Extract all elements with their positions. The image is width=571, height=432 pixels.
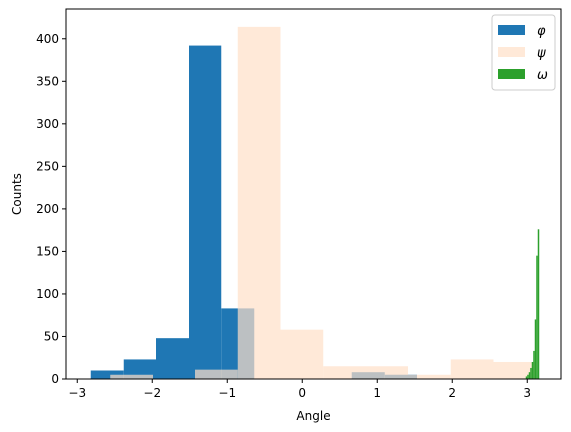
histogram-bar [408,374,451,379]
x-tick-label: −1 [218,386,236,400]
histogram-bar [537,229,540,379]
y-tick-label: 200 [36,202,59,216]
y-tick-label: 350 [36,74,59,88]
x-axis-ticks: −3 −2 −1 0 1 2 3 [68,379,531,400]
legend: φψω [491,14,556,91]
x-tick-label: −2 [143,386,161,400]
legend-label: ψ [537,46,546,61]
series-2 [110,26,536,380]
histogram-bar [450,359,494,379]
series-3 [525,229,540,379]
legend-swatch [498,47,525,57]
histogram-bar [156,338,189,379]
legend-label: φ [537,24,546,39]
histogram-bar [280,329,324,379]
histogram-bar [536,255,538,379]
histogram-bar [528,372,531,379]
x-axis-label: Angle [296,409,330,423]
histogram-bar [525,376,528,379]
y-tick-label: 0 [51,372,59,386]
bars-layer [90,26,540,380]
histogram-bar [493,361,536,379]
x-tick-label: −3 [68,386,86,400]
histogram-bar [366,366,408,379]
histogram-bar [531,361,534,379]
y-tick-label: 50 [44,329,59,343]
x-tick-label: 0 [298,386,306,400]
histogram-bar [110,374,153,379]
y-tick-label: 100 [36,287,59,301]
histogram-bar [527,374,529,379]
legend-swatch [498,25,525,35]
x-tick-label: 1 [373,386,381,400]
histogram-bar [237,26,281,380]
y-tick-label: 300 [36,117,59,131]
y-axis-ticks: 0 50 100 150 200 250 300 350 400 [36,32,66,386]
y-tick-label: 250 [36,159,59,173]
histogram-bar [195,369,238,379]
axes-frame [65,8,562,380]
histogram-bar [533,350,535,379]
legend-swatch [498,69,525,79]
y-axis-label: Counts [10,173,24,215]
y-tick-label: 400 [36,32,59,46]
histogram-bar [123,359,156,379]
histogram-bar [530,367,532,379]
legend-label: ω [537,68,548,83]
y-tick-label: 150 [36,244,59,258]
histogram-bar [90,370,124,379]
histogram-bar [534,319,537,379]
histogram-bar [189,45,222,380]
x-tick-label: 3 [523,386,531,400]
x-tick-label: 2 [448,386,456,400]
histogram-bar [323,366,366,379]
